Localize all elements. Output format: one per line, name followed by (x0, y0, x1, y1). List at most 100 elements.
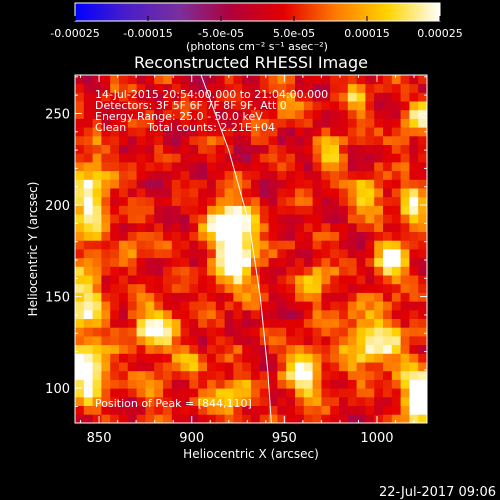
heatmap-cell (154, 257, 164, 267)
heatmap-cell (92, 388, 102, 398)
heatmap-cell (391, 118, 401, 128)
heatmap-cell (295, 135, 305, 145)
heatmap-cell (268, 266, 278, 276)
heatmap-cell (391, 396, 401, 406)
heatmap-cell (198, 257, 208, 267)
heatmap-cell (365, 257, 375, 267)
heatmap-cell (259, 309, 269, 319)
heatmap-cell (409, 283, 419, 293)
heatmap-cell (347, 214, 357, 224)
heatmap-cell (207, 275, 217, 285)
heatmap-cell (180, 188, 190, 198)
heatmap-cell (418, 318, 427, 328)
heatmap-cell (303, 101, 313, 111)
heatmap-cell (233, 231, 243, 241)
heatmap-cell (163, 396, 173, 406)
heatmap-cell (163, 249, 173, 259)
heatmap-cell (83, 109, 93, 119)
heatmap-cell (356, 275, 366, 285)
heatmap-cell (233, 170, 243, 180)
heatmap-cell (207, 240, 217, 250)
heatmap-cell (365, 266, 375, 276)
heatmap-cell (154, 275, 164, 285)
heatmap-cell (171, 301, 181, 311)
heatmap-cell (145, 188, 155, 198)
heatmap-cell (189, 222, 199, 232)
heatmap-cell (189, 396, 199, 406)
heatmap-cell (224, 344, 234, 354)
heatmap-cell (339, 249, 349, 259)
heatmap-cell (391, 327, 401, 337)
heatmap-cell (418, 309, 427, 319)
heatmap-cell (347, 379, 357, 389)
heatmap-cell (242, 188, 252, 198)
heatmap-cell (418, 153, 427, 163)
heatmap-cell (347, 336, 357, 346)
heatmap-cell (303, 414, 313, 423)
x-axis-label: Heliocentric X (arcsec) (183, 447, 319, 461)
heatmap-cell (119, 75, 129, 85)
heatmap-cell (145, 231, 155, 241)
heatmap-cell (189, 275, 199, 285)
heatmap-cell (207, 127, 217, 137)
heatmap-cell (347, 344, 357, 354)
heatmap-cell (215, 257, 225, 267)
heatmap-cell (171, 249, 181, 259)
heatmap-cell (242, 240, 252, 250)
heatmap-cell (259, 118, 269, 128)
heatmap-cell (233, 188, 243, 198)
heatmap-cell (286, 153, 296, 163)
heatmap-cell (110, 231, 120, 241)
heatmap-cell (251, 318, 261, 328)
heatmap-cell (101, 396, 111, 406)
heatmap-cell (110, 301, 120, 311)
heatmap-cell (92, 179, 102, 189)
heatmap-cell (180, 170, 190, 180)
heatmap-cell (127, 135, 137, 145)
heatmap-cell (303, 75, 313, 85)
heatmap-cell (400, 179, 410, 189)
heatmap-cell (374, 170, 384, 180)
heatmap-cell (321, 370, 331, 380)
heatmap-cell (286, 101, 296, 111)
heatmap-cell (242, 257, 252, 267)
heatmap-cell (277, 101, 287, 111)
heatmap-cell (119, 292, 129, 302)
heatmap-cell (347, 109, 357, 119)
heatmap-cell (233, 127, 243, 137)
heatmap-cell (207, 214, 217, 224)
heatmap-cell (189, 344, 199, 354)
heatmap-cell (251, 388, 261, 398)
heatmap-cell (145, 327, 155, 337)
heatmap-cell (207, 266, 217, 276)
heatmap-cell (127, 275, 137, 285)
heatmap-cell (189, 144, 199, 154)
heatmap-cell (365, 396, 375, 406)
heatmap-cell (224, 336, 234, 346)
heatmap-cell (400, 222, 410, 232)
heatmap-cell (365, 109, 375, 119)
heatmap-cell (400, 101, 410, 111)
heatmap-cell (83, 214, 93, 224)
heatmap-cell (391, 275, 401, 285)
heatmap-cell (356, 118, 366, 128)
heatmap-cell (242, 414, 252, 423)
heatmap-cell (339, 292, 349, 302)
heatmap-cell (259, 214, 269, 224)
heatmap-cell (356, 170, 366, 180)
heatmap-cell (189, 83, 199, 93)
heatmap-cell (145, 266, 155, 276)
heatmap-cell (119, 101, 129, 111)
heatmap-cell (233, 309, 243, 319)
heatmap-cell (365, 179, 375, 189)
heatmap-cell (259, 301, 269, 311)
heatmap-cell (286, 249, 296, 259)
heatmap-cell (312, 292, 322, 302)
heatmap-cell (400, 292, 410, 302)
heatmap-cell (400, 309, 410, 319)
heatmap-cell (136, 266, 146, 276)
heatmap-cell (391, 101, 401, 111)
x-tick-label: 950 (272, 431, 297, 446)
heatmap-cell (215, 336, 225, 346)
heatmap-cell (365, 301, 375, 311)
